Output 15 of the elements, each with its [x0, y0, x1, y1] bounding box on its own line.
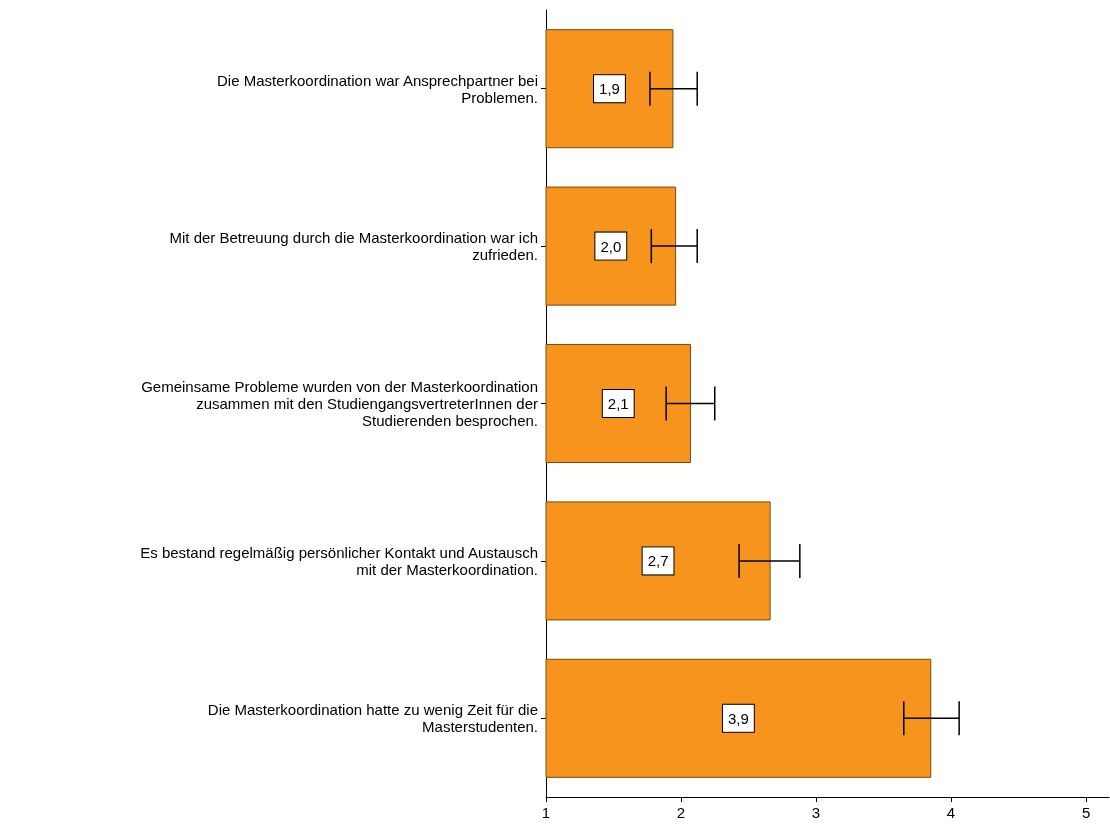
data-label: 2,0 — [600, 237, 622, 255]
x-tick-label: 1 — [541, 804, 551, 821]
x-tick-label: 2 — [676, 804, 686, 821]
data-label: 2,1 — [607, 395, 629, 412]
y-tick-label: Gemeinsame Probleme wurden von der Masterkoordination zusammen mit den StudiengangsvertreterInnen der Studierenden besprochen. — [141, 378, 538, 429]
data-label: 1,9 — [599, 80, 620, 98]
y-tick-label: Mit der Betreuung durch die Masterkoordination war ich zufrieden. — [169, 229, 538, 264]
data-label: 3,9 — [727, 709, 749, 727]
x-tick-label: 4 — [946, 804, 956, 821]
y-tick-label: Die Masterkoordination hatte zu wenig Zeit für die Masterstudenten. — [207, 701, 538, 736]
y-tick-label: Es bestand regelmäßig persönlicher Kontakt und Austausch mit der Masterkoordination. — [140, 543, 538, 578]
x-tick-label: 3 — [811, 804, 821, 821]
x-tick-label: 5 — [1081, 804, 1091, 821]
data-label: 2,7 — [647, 552, 669, 570]
y-tick-label: Die Masterkoordination war Ansprechpartner bei Problemen. — [217, 71, 538, 106]
